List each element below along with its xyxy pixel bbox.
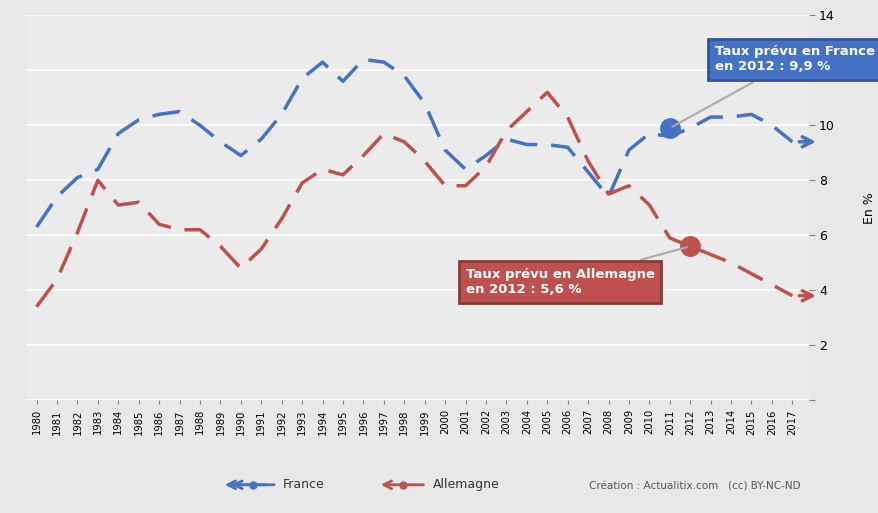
Text: France: France	[283, 478, 324, 491]
Text: Taux prévu en Allemagne
en 2012 : 5,6 %: Taux prévu en Allemagne en 2012 : 5,6 %	[465, 247, 687, 296]
Text: Taux prévu en France
en 2012 : 9,9 %: Taux prévu en France en 2012 : 9,9 %	[672, 45, 874, 127]
Text: Allemagne: Allemagne	[432, 478, 499, 491]
Y-axis label: En %: En %	[862, 192, 875, 224]
Text: Création : Actualitix.com   (cc) BY-NC-ND: Création : Actualitix.com (cc) BY-NC-ND	[588, 482, 800, 491]
